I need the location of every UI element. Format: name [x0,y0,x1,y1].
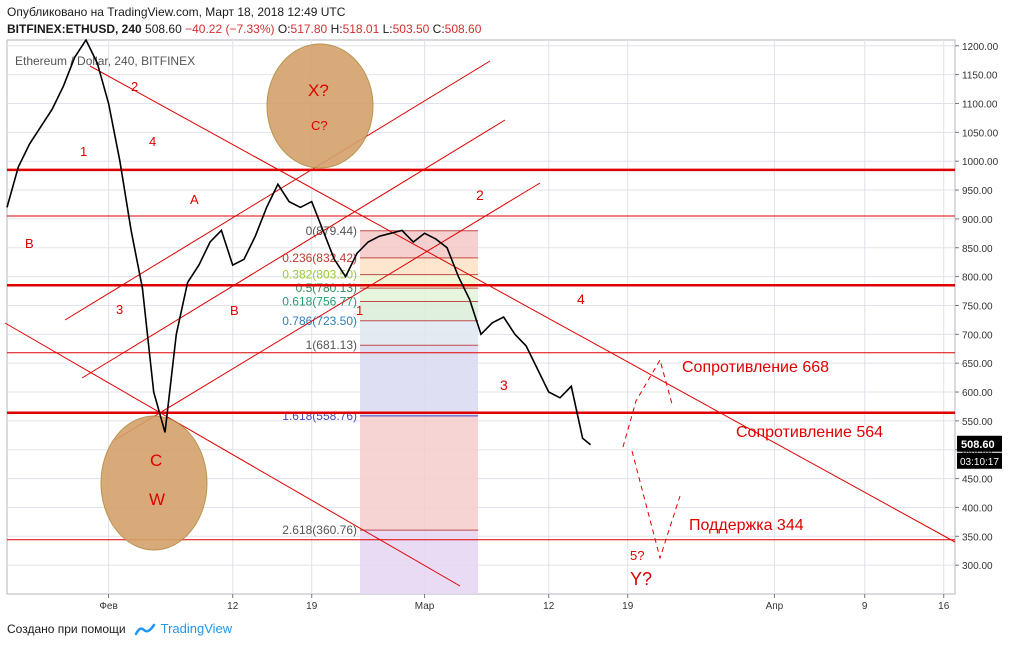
wave-label-B-3: B [230,303,239,318]
tradingview-logo-icon [134,623,155,635]
fib-zone [360,301,478,321]
open-label: O: [277,22,291,36]
y-tick-label: 1050.00 [962,128,999,139]
fib-zone [360,415,478,531]
y-tick-label: 750.00 [962,301,993,312]
wave-label-1-4: 1 [356,303,363,318]
x-tick-label: 19 [306,601,318,612]
last-price: 508.60 [145,22,182,36]
annotation-14: B [25,236,34,251]
y-tick-label: 400.00 [962,503,993,514]
fib-zone [360,345,478,416]
tradingview-brand: TradingView [160,621,233,636]
fib-zone [360,288,478,302]
annotation-13: A [190,192,199,207]
fib-label: 0.618(756.77) [282,295,357,309]
trend-line [81,119,506,379]
created-with: Создано при помощи [7,621,126,636]
x-tick-label: 16 [938,601,950,612]
last-price-box [957,435,1002,452]
annotation-9: 1 [80,144,87,159]
y-tick-label: 650.00 [962,359,993,370]
published-line: Опубликовано на TradingView.com, Март 18… [7,5,346,19]
chart-title: Ethereum / Dollar, 240, BITFINEX [15,54,195,68]
y-tick-label: 600.00 [962,388,993,399]
y-tick-label: 1000.00 [962,157,999,168]
x-tick-label: 12 [227,601,239,612]
price-chart[interactable]: 1200.00 1150.00 1100.00 1050.00 1000.00 950.0… [0,38,1015,613]
fib-zone [360,230,478,258]
trend-line [64,60,491,321]
close-label: C: [432,22,445,36]
ellipse-c-w [100,415,208,551]
y-tick-label: 900.00 [962,215,993,226]
open-value: 517.80 [290,22,328,36]
y-tick-label: 300.00 [962,561,993,572]
ellipse-x [266,43,374,169]
fib-label: 2.618(360.76) [282,523,357,537]
x-tick-label: Мар [415,601,435,612]
trend-line [114,182,541,441]
annotation-3: X? [308,81,329,100]
projected-path-down [631,450,681,560]
y-tick-label: 800.00 [962,273,993,284]
y-tick-label: 450.00 [962,475,993,486]
trend-line [4,322,461,587]
fib-label: 1.618(558.76) [282,409,357,423]
y-tick-label: 350.00 [962,532,993,543]
annotation-1: Сопротивление 564 [736,424,883,441]
annotation-2: Поддержка 344 [689,517,804,534]
low-value: 503.50 [392,22,430,36]
tradingview-link[interactable]: TradingView [134,621,233,636]
x-tick-label: 12 [543,601,555,612]
y-tick-label: 1150.00 [962,71,998,82]
projected-path-up [622,358,673,448]
low-label: L: [382,22,393,36]
y-tick-label: 1200.00 [962,42,999,53]
fib-label: 0.382(803.50) [282,268,357,282]
price-series [6,38,592,446]
annotation-7: 5? [630,548,644,563]
x-tick-label: 9 [862,601,868,612]
countdown-box [957,452,1002,469]
close-value: 508.60 [444,22,482,36]
fib-zone [360,257,478,275]
annotation-0: Сопротивление 668 [682,359,829,376]
y-tick-label: 550.00 [962,417,993,428]
y-tick-label: 850.00 [962,244,993,255]
x-tick-label: 19 [622,601,634,612]
fib-label: 0.786(723.50) [282,314,357,328]
y-tick-label: 700.00 [962,330,993,341]
annotation-10: 2 [476,187,484,203]
x-tick-label: Фев [99,601,117,612]
price-change: −40.22 (−7.33%) [185,22,275,36]
wave-label-2-0: 2 [131,79,138,94]
last-price-label: 508.60 [961,439,995,451]
annotation-11: 3 [500,377,508,393]
high-value: 518.01 [342,22,380,36]
footer: Создано при помощи TradingView [7,621,232,636]
fib-zone [360,320,478,346]
y-tick-label: 950.00 [962,186,993,197]
annotation-5: C [150,451,162,470]
y-tick-label: 1100.00 [962,99,998,110]
annotation-12: 4 [577,291,585,307]
wave-label-4-1: 4 [149,134,156,149]
fib-label: 0.5(780.13) [296,281,357,295]
wave-label-3-2: 3 [116,302,123,317]
annotation-8: Y? [630,569,652,589]
countdown-label: 03:10:17 [960,457,999,468]
fib-label: 0.236(832.42) [282,251,357,265]
high-label: H: [330,22,343,36]
annotation-4: C? [311,118,328,133]
x-tick-label: Апр [766,601,784,612]
trend-line [89,65,956,543]
symbol: BITFINEX:ETHUSD, 240 [7,22,142,36]
symbol-line: BITFINEX:ETHUSD, 240 508.60 −40.22 (−7.3… [7,22,481,36]
fib-label: 1(681.13) [306,338,357,352]
annotation-6: W [149,490,165,509]
